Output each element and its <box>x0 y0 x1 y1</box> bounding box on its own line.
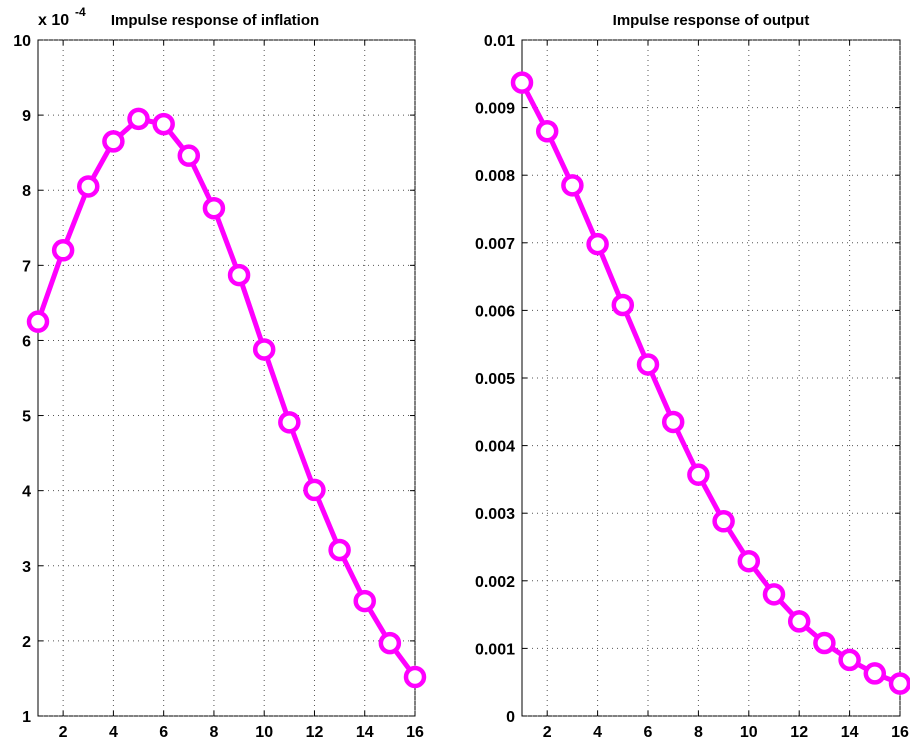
inflation-data-point <box>303 478 326 502</box>
inflation-series-line <box>35 116 418 680</box>
inflation-y-tick-label: 6 <box>22 333 31 350</box>
output-y-tick-label: 0.006 <box>475 303 515 320</box>
inflation-x-tick-label: 16 <box>406 724 424 741</box>
output-x-tick-label: 16 <box>891 724 909 741</box>
output-y-tick-label: 0.002 <box>475 574 515 591</box>
inflation-y-tick-label: 7 <box>22 258 31 275</box>
inflation-data-point <box>378 631 402 655</box>
inflation-data-point <box>252 338 276 361</box>
inflation-y-tick-label: 2 <box>22 634 31 651</box>
output-data-point <box>813 631 836 655</box>
inflation-y-tick-label: 10 <box>13 33 31 50</box>
output-x-tick-label: 12 <box>790 724 808 741</box>
inflation-data-point <box>152 112 175 136</box>
output-x-tick-label: 8 <box>694 724 703 741</box>
inflation-data-point <box>127 107 150 131</box>
output-data-point <box>737 549 761 573</box>
inflation-data-point <box>278 411 301 434</box>
output-data-point <box>838 648 861 672</box>
output-y-tick-label: 0.001 <box>475 641 515 658</box>
inflation-data-point <box>353 589 376 613</box>
inflation-axes-box <box>37 39 416 717</box>
inflation-y-tick-label: 3 <box>22 559 31 576</box>
output-y-tick-label: 0.008 <box>475 168 515 185</box>
output-data-point <box>712 510 735 533</box>
inflation-y-tick-label: 4 <box>22 484 31 501</box>
inflation-data-point <box>51 239 75 262</box>
output-data-point <box>586 232 609 256</box>
output-data-point <box>661 410 685 434</box>
output-data-point <box>687 463 710 486</box>
inflation-data-point <box>102 130 125 153</box>
inflation-x-tick-label: 4 <box>109 724 118 741</box>
output-data-point <box>787 610 811 633</box>
inflation-plot-title: Impulse response of inflation <box>111 12 319 29</box>
inflation-data-point <box>177 144 201 167</box>
output-y-tick-label: 0 <box>506 709 515 726</box>
inflation-exponent-base: x 10 <box>38 12 69 29</box>
output-data-point <box>611 293 635 317</box>
inflation-x-tick-label: 10 <box>255 724 273 741</box>
inflation-x-tick-label: 8 <box>209 724 218 741</box>
output-x-tick-label: 4 <box>593 724 602 741</box>
output-data-point <box>636 353 660 376</box>
inflation-y-tick-label: 1 <box>22 709 31 726</box>
inflation-y-tick-label: 8 <box>22 183 31 200</box>
inflation-x-tick-label: 14 <box>356 724 374 741</box>
output-y-tick-label: 0.003 <box>475 506 515 523</box>
output-y-tick-label: 0.004 <box>475 439 515 456</box>
output-x-tick-label: 6 <box>644 724 653 741</box>
inflation-y-tick-label: 9 <box>22 108 31 125</box>
inflation-data-point <box>77 175 100 198</box>
inflation-y-tick-label: 5 <box>22 409 31 426</box>
inflation-x-tick-label: 2 <box>59 724 68 741</box>
inflation-x-tick-label: 6 <box>159 724 168 741</box>
output-data-point <box>888 672 910 695</box>
inflation-data-point <box>328 538 351 562</box>
output-data-point <box>863 662 887 685</box>
output-x-tick-label: 14 <box>841 724 859 741</box>
output-y-tick-label: 0.009 <box>475 101 515 118</box>
inflation-data-point <box>26 310 50 333</box>
output-x-tick-label: 2 <box>543 724 552 741</box>
output-plot: Impulse response of output 2 4 6 8 10 12 14 16 0… <box>475 12 910 741</box>
inflation-plot: Impulse response of inflation x 10 -4 2 4… <box>13 5 427 741</box>
output-data-point <box>535 120 559 143</box>
output-x-tick-label: 10 <box>740 724 758 741</box>
output-axes-box <box>521 39 901 717</box>
output-data-point <box>762 583 786 606</box>
output-y-tick-label: 0.01 <box>484 33 515 50</box>
output-data-point <box>510 71 534 94</box>
output-y-tick-label: 0.007 <box>475 236 515 253</box>
inflation-data-point <box>202 196 226 220</box>
inflation-data-point <box>403 665 427 689</box>
inflation-x-tick-label: 12 <box>306 724 324 741</box>
output-data-point <box>561 174 584 197</box>
output-y-tick-label: 0.005 <box>475 371 515 388</box>
output-plot-title: Impulse response of output <box>613 12 810 29</box>
inflation-data-point <box>227 263 251 287</box>
output-series-line <box>519 80 903 687</box>
inflation-exponent-power: -4 <box>75 5 86 19</box>
